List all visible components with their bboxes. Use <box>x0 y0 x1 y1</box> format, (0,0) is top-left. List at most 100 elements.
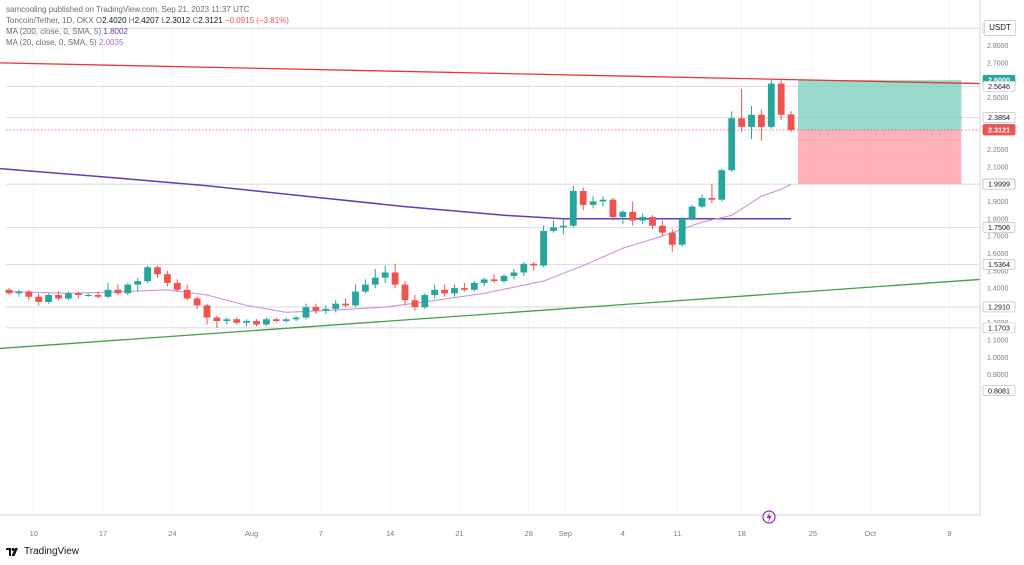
candle-body <box>193 298 201 306</box>
candle-up <box>431 284 439 299</box>
candle-down <box>758 109 765 141</box>
candle-up <box>362 279 369 294</box>
y-tick-label: 2.1000 <box>987 164 1009 171</box>
tradingview-brand[interactable]: TradingView <box>6 546 79 557</box>
candle-down <box>173 279 181 292</box>
candle-up <box>371 269 379 289</box>
candle-body <box>282 319 290 322</box>
candle-up <box>263 317 270 327</box>
candle-body <box>302 307 310 318</box>
ma200-legend[interactable]: MA (200, close, 0, SMA, 5) 1.8002 <box>6 26 289 37</box>
candle-down <box>114 284 122 296</box>
candle-down <box>659 220 666 237</box>
y-tick-label: 2.2000 <box>987 147 1009 154</box>
price-label: 2.3854 <box>982 112 1016 123</box>
candle-up <box>718 168 726 202</box>
long-position-tool[interactable] <box>798 80 962 185</box>
candle-body <box>104 289 112 297</box>
ma20-legend[interactable]: MA (20, close, 0, SMA, 5) 2.0035 <box>6 37 289 48</box>
candle-up <box>619 210 627 224</box>
price-label-text: 1.5364 <box>988 260 1010 269</box>
candle-body <box>461 288 468 290</box>
candle-body <box>500 275 508 282</box>
candle-body <box>263 319 270 325</box>
support-trend-line[interactable] <box>0 278 981 350</box>
candle-body <box>431 289 439 296</box>
candle-body <box>15 291 23 294</box>
candle-up <box>124 282 132 296</box>
target-zone[interactable] <box>798 80 962 131</box>
close-value: 2.3121 <box>198 16 223 25</box>
candle-body <box>659 225 666 233</box>
candle-body <box>322 308 330 311</box>
y-tick-label: 1.4000 <box>987 286 1009 293</box>
candle-up <box>728 111 736 172</box>
candle-up <box>678 217 686 247</box>
price-label: 2.3121 <box>982 124 1016 136</box>
candle-up <box>302 303 310 320</box>
candle-down <box>213 315 221 328</box>
stop-zone[interactable] <box>798 130 962 185</box>
x-tick-label: 9 <box>947 529 951 538</box>
candle-up <box>243 319 250 327</box>
x-tick-label: 14 <box>386 529 394 538</box>
candle-up <box>480 277 488 287</box>
price-label-box <box>982 301 1016 313</box>
candle-body <box>391 272 399 285</box>
candle-body <box>223 319 231 322</box>
candle-down <box>55 291 62 301</box>
price-label-box <box>982 385 1016 396</box>
candle-down <box>668 229 676 252</box>
trend-lines[interactable] <box>0 62 981 350</box>
candle-body <box>530 263 538 266</box>
candle-down <box>411 295 419 311</box>
candle-body <box>371 277 379 285</box>
price-label-text: 2.5646 <box>988 82 1010 91</box>
candle-body <box>253 321 260 325</box>
candle-down <box>35 293 43 306</box>
candle-down <box>233 317 241 325</box>
price-label-box <box>982 178 1016 190</box>
candle-down <box>401 281 409 306</box>
candle-body <box>599 199 607 202</box>
candle-body <box>480 279 488 283</box>
price-label-text: 1.1703 <box>988 323 1010 332</box>
brand-name: TradingView <box>24 546 80 557</box>
tradingview-logo-icon <box>6 547 18 556</box>
x-tick-label: Aug <box>245 529 258 538</box>
price-label-text: 1.2910 <box>988 303 1010 312</box>
y-tick-label: 2.5000 <box>987 95 1009 102</box>
x-tick-label: 7 <box>319 529 323 538</box>
currency-unit-button[interactable]: USDT <box>984 20 1016 36</box>
candle-body <box>342 303 349 306</box>
ma200-line <box>0 167 792 220</box>
candle-body <box>114 289 122 294</box>
price-label-text: 2.6000 <box>988 76 1010 85</box>
candle-body <box>787 114 795 131</box>
resistance-trend-line[interactable] <box>0 62 981 85</box>
lightning-icon[interactable] <box>762 510 776 524</box>
candle-down <box>777 80 785 120</box>
price-label: 2.5646 <box>982 80 1016 92</box>
x-tick-label: Sep <box>559 529 572 538</box>
symbol-name: Toncoin/Tether, 1D, OKX <box>6 16 94 25</box>
candle-up <box>470 281 478 292</box>
candle-up <box>84 293 92 297</box>
candle-body <box>569 191 577 226</box>
candle-body <box>490 279 498 282</box>
ma20-value: 2.0035 <box>98 38 124 47</box>
price-label-box <box>982 124 1016 136</box>
candle-body <box>470 282 478 290</box>
candle-body <box>451 288 458 294</box>
price-label-text: 2.3854 <box>988 113 1010 122</box>
price-label-text: 1.7506 <box>988 223 1010 232</box>
candle-up <box>292 315 300 322</box>
candle-body <box>84 295 92 297</box>
candle-body <box>65 293 72 299</box>
candle-up <box>510 269 518 280</box>
candle-body <box>173 282 181 290</box>
ma20-label: MA (20, close, 0, SMA, 5) <box>6 38 97 47</box>
candle-body <box>134 281 142 285</box>
candle-up <box>451 284 458 297</box>
